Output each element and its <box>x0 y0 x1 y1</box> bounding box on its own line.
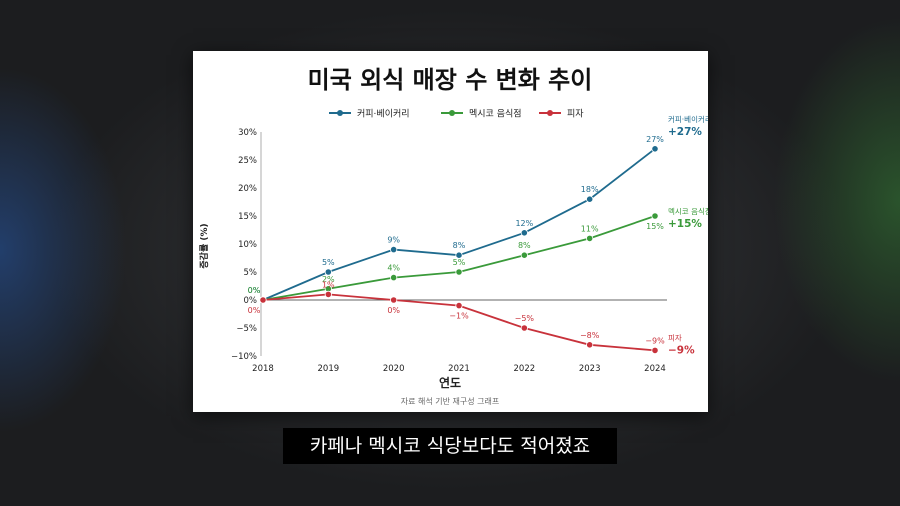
data-label: 27% <box>646 135 664 144</box>
x-axis-label: 연도 <box>439 375 461 390</box>
data-label: 18% <box>581 185 599 194</box>
data-label: 4% <box>387 264 400 273</box>
data-point <box>586 341 594 349</box>
data-label: −1% <box>449 312 469 321</box>
data-point <box>586 195 594 203</box>
legend-entry: 멕시코 음식점 <box>469 108 522 120</box>
x-tick-label: 2023 <box>579 364 601 374</box>
chart-title: 미국 외식 매장 수 변화 추이 <box>308 66 593 94</box>
data-point <box>455 251 463 259</box>
series-end-name: 피자 <box>668 333 682 342</box>
y-tick-label: 30% <box>238 128 257 138</box>
y-tick-label: 10% <box>238 240 257 250</box>
series-end-value: +27% <box>668 126 702 138</box>
data-point <box>651 145 659 153</box>
data-point <box>651 346 659 354</box>
data-label: 9% <box>387 236 400 245</box>
data-label: 0% <box>248 286 261 295</box>
x-tick-label: 2019 <box>318 364 340 374</box>
x-tick-label: 2024 <box>644 364 666 374</box>
axes: 30% 25% 20% 15% 10% 5% 0% −5% −10% 2018 2019 2020 20… <box>231 128 667 374</box>
data-label: 8% <box>518 241 531 250</box>
data-point <box>455 302 463 310</box>
data-label: 0% <box>387 306 400 315</box>
data-label: 12% <box>515 219 533 228</box>
data-label: −8% <box>580 331 600 340</box>
chart-card: 미국 외식 매장 수 변화 추이 커피·베이커리 멕시코 음식점 피자 30% 25%… <box>193 51 708 412</box>
series-end-name: 멕시코 음식점 <box>668 206 708 216</box>
data-label: 5% <box>453 258 466 267</box>
data-point <box>390 296 398 304</box>
series-end-value: +15% <box>668 218 702 230</box>
y-tick-label: −5% <box>236 324 257 334</box>
plot-area: 0% 5% 9% 8% 12% 18% 27% 커피·베이커리 +27% 0% 2% 4% 5% 8% 11… <box>248 114 708 357</box>
data-label: 11% <box>581 224 599 233</box>
data-point <box>259 296 267 304</box>
data-label: 0% <box>248 306 261 315</box>
data-point <box>651 212 659 220</box>
series-end-value: −9% <box>668 344 695 356</box>
x-tick-label: 2018 <box>252 364 274 374</box>
data-point <box>455 268 463 276</box>
line-chart: 미국 외식 매장 수 변화 추이 커피·베이커리 멕시코 음식점 피자 30%25%… <box>198 66 708 406</box>
y-tick-label: 0% <box>244 296 258 306</box>
source-note: 자료 해석 기반 재구성 그래프 <box>401 396 500 406</box>
data-point <box>520 229 528 237</box>
video-subtitle: 카페나 멕시코 식당보다도 적어졌죠 <box>283 428 617 464</box>
data-point <box>324 290 332 298</box>
data-label: 0% <box>248 286 261 295</box>
data-point <box>586 234 594 242</box>
series-end-name: 커피·베이커리 <box>668 114 708 124</box>
x-tick-label: 2021 <box>448 364 470 374</box>
y-axis-label: 증감률 (%) <box>198 223 210 268</box>
data-label: 1% <box>322 280 335 289</box>
legend-entry: 커피·베이커리 <box>357 109 410 120</box>
data-label: 5% <box>322 258 335 267</box>
x-tick-label: 2020 <box>383 364 405 374</box>
y-tick-label: −10% <box>231 352 257 362</box>
data-point <box>520 251 528 259</box>
legend: 커피·베이커리 멕시코 음식점 피자 <box>329 108 584 120</box>
data-point <box>390 246 398 254</box>
legend-entry: 피자 <box>567 109 584 120</box>
legend-marker <box>547 110 553 116</box>
x-tick-label: 2022 <box>514 364 536 374</box>
legend-marker <box>337 110 343 116</box>
data-label: 8% <box>453 241 466 250</box>
data-label: 15% <box>646 222 664 231</box>
data-point <box>390 274 398 282</box>
y-tick-label: 25% <box>238 156 257 166</box>
data-point <box>520 324 528 332</box>
y-tick-label: 15% <box>238 212 257 222</box>
data-point <box>324 268 332 276</box>
y-tick-label: 5% <box>244 268 258 278</box>
y-tick-label: 20% <box>238 184 257 194</box>
legend-marker <box>449 110 455 116</box>
data-label: −5% <box>515 314 535 323</box>
data-label: 2% <box>322 275 335 284</box>
data-label: −9% <box>645 336 665 345</box>
